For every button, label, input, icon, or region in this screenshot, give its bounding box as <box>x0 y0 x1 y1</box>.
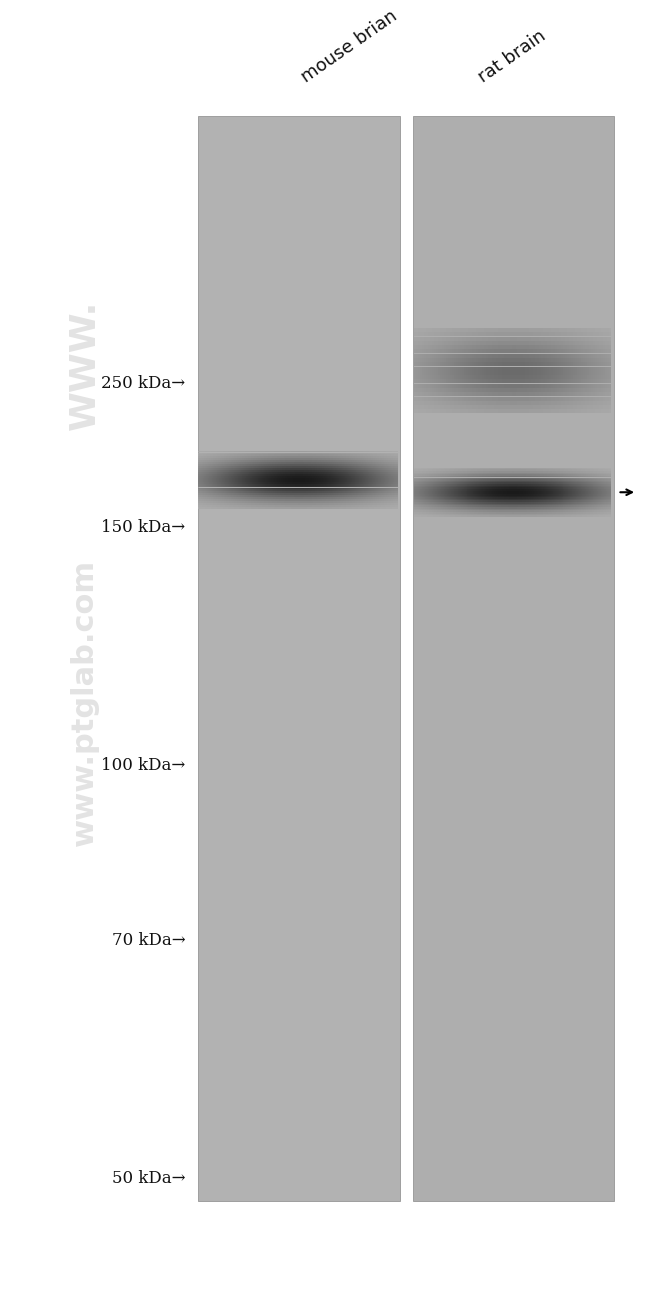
Text: mouse brian: mouse brian <box>298 7 400 86</box>
Text: www.ptglab.com: www.ptglab.com <box>70 559 99 846</box>
Text: 250 kDa→: 250 kDa→ <box>101 374 185 391</box>
Text: rat brain: rat brain <box>474 27 549 86</box>
Text: 150 kDa→: 150 kDa→ <box>101 519 185 536</box>
Bar <box>413 116 614 1201</box>
Text: 70 kDa→: 70 kDa→ <box>112 932 185 949</box>
Text: WWW.: WWW. <box>68 300 101 429</box>
Bar <box>198 116 400 1201</box>
Text: 100 kDa→: 100 kDa→ <box>101 756 185 773</box>
Text: 50 kDa→: 50 kDa→ <box>112 1170 185 1187</box>
